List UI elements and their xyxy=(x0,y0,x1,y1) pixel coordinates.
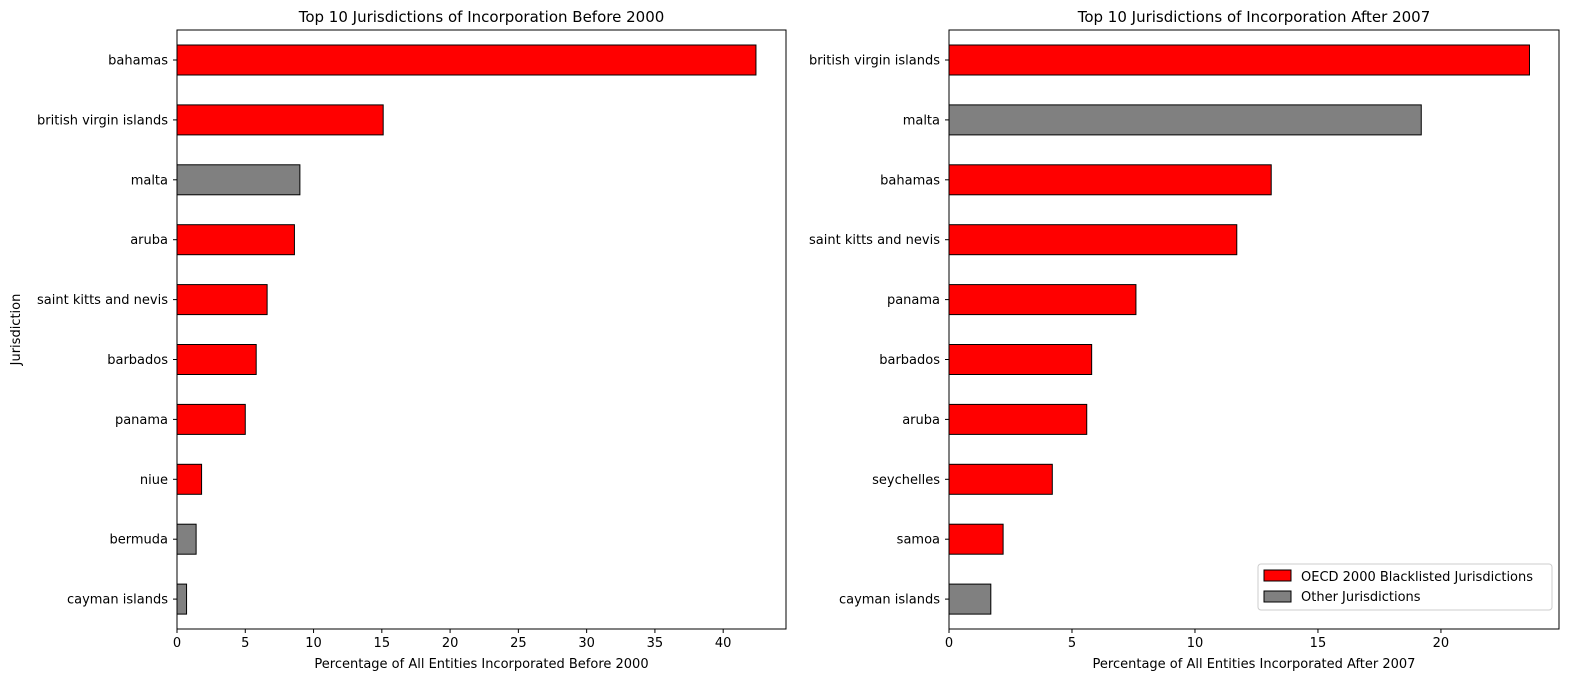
bar-malta xyxy=(948,104,1422,136)
y-tick-label: british virgin islands xyxy=(37,113,168,128)
y-tick-label: malta xyxy=(903,113,940,128)
chart-after-2007: Top 10 Jurisdictions of Incorporation Af… xyxy=(809,8,1560,672)
bar-barbados xyxy=(176,344,257,375)
x-tick-label: 5 xyxy=(241,636,249,651)
chart-title: Top 10 Jurisdictions of Incorporation Af… xyxy=(1077,8,1431,26)
bar-aruba xyxy=(176,224,295,256)
legend-label-blacklisted: OECD 2000 Blacklisted Jurisdictions xyxy=(1301,570,1533,585)
x-tick-label: 40 xyxy=(715,636,732,651)
y-tick-label: british virgin islands xyxy=(809,54,940,69)
x-tick-label: 5 xyxy=(1068,636,1076,651)
y-tick-label: barbados xyxy=(879,353,940,368)
x-axis-label: Percentage of All Entities Incorporated … xyxy=(314,657,648,672)
bar-bahamas xyxy=(176,44,757,76)
y-tick-label: seychelles xyxy=(872,473,940,488)
y-tick-label: aruba xyxy=(902,413,940,428)
y-tick-label: bahamas xyxy=(880,173,940,188)
bar-british-virgin-islands xyxy=(176,104,384,136)
bar-saint-kitts-and-nevis xyxy=(176,284,268,316)
x-axis-label: Percentage of All Entities Incorporated … xyxy=(1093,657,1416,672)
bar-aruba xyxy=(948,403,1088,435)
y-tick-label: bahamas xyxy=(108,54,168,69)
x-tick-label: 20 xyxy=(442,636,459,651)
bar-niue xyxy=(176,463,203,495)
bar-cayman-islands xyxy=(948,583,992,615)
x-tick-label: 35 xyxy=(647,636,664,651)
y-tick-label: saint kitts and nevis xyxy=(809,233,940,248)
bar-malta xyxy=(176,164,301,196)
y-tick-label: malta xyxy=(131,173,168,188)
bar-panama xyxy=(948,284,1137,316)
x-tick-label: 0 xyxy=(173,636,181,651)
y-tick-label: barbados xyxy=(107,353,168,368)
bar-seychelles xyxy=(948,463,1053,495)
x-tick-label: 30 xyxy=(578,636,595,651)
plot-frame xyxy=(176,29,787,630)
y-tick-label: bermuda xyxy=(110,533,169,548)
legend-swatch-other xyxy=(1263,590,1292,603)
bar-saint-kitts-and-nevis xyxy=(948,224,1238,256)
y-tick-label: niue xyxy=(140,473,168,488)
bar-barbados xyxy=(948,344,1093,375)
legend: OECD 2000 Blacklisted Jurisdictions Othe… xyxy=(1257,563,1553,611)
bar-samoa xyxy=(948,523,1004,555)
chart-before-2000: Top 10 Jurisdictions of Incorporation Be… xyxy=(9,8,787,672)
legend-swatch-blacklisted xyxy=(1263,569,1292,582)
bar-british-virgin-islands xyxy=(948,44,1530,76)
x-tick-label: 10 xyxy=(305,636,322,651)
bar-panama xyxy=(176,403,246,435)
x-tick-label: 10 xyxy=(1187,636,1204,651)
legend-frame xyxy=(1257,563,1553,611)
y-tick-label: cayman islands xyxy=(67,593,168,608)
x-tick-label: 15 xyxy=(374,636,391,651)
bar-bahamas xyxy=(948,164,1272,196)
x-tick-label: 20 xyxy=(1433,636,1450,651)
bar-cayman-islands xyxy=(176,583,188,615)
y-tick-label: panama xyxy=(887,293,940,308)
plot-frame xyxy=(948,29,1560,630)
y-tick-label: aruba xyxy=(130,233,168,248)
x-tick-label: 25 xyxy=(510,636,527,651)
y-tick-label: samoa xyxy=(897,533,940,548)
chart-title: Top 10 Jurisdictions of Incorporation Be… xyxy=(298,8,665,26)
x-tick-label: 0 xyxy=(945,636,953,651)
y-axis-label: Jurisdiction xyxy=(9,294,24,367)
legend-label-other: Other Jurisdictions xyxy=(1301,590,1421,605)
y-tick-label: saint kitts and nevis xyxy=(37,293,168,308)
y-tick-label: panama xyxy=(115,413,168,428)
bar-bermuda xyxy=(176,523,197,555)
y-tick-label: cayman islands xyxy=(839,593,940,608)
x-tick-label: 15 xyxy=(1310,636,1327,651)
